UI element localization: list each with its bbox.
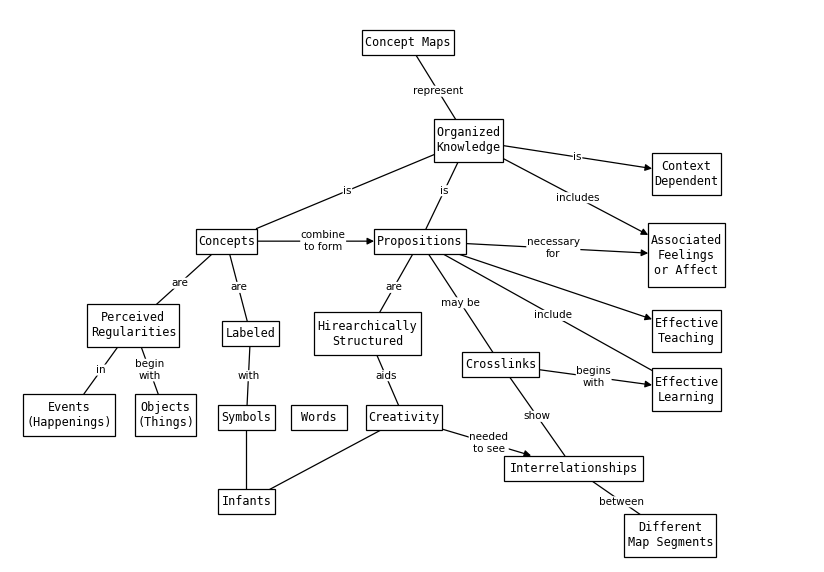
FancyBboxPatch shape [135,394,196,436]
Text: necessary
for: necessary for [527,237,580,259]
Text: begin
with: begin with [135,359,164,381]
Text: Labeled: Labeled [226,327,275,340]
FancyBboxPatch shape [625,514,716,557]
Text: begins
with: begins with [576,366,611,388]
FancyBboxPatch shape [218,405,274,430]
Text: Infants: Infants [222,495,271,509]
Text: Interrelationships: Interrelationships [509,462,638,475]
Text: Events
(Happenings): Events (Happenings) [26,401,111,429]
FancyBboxPatch shape [462,352,539,377]
Text: Organized
Knowledge: Organized Knowledge [437,126,501,154]
Text: Words: Words [302,411,337,424]
Text: includes: includes [556,193,599,202]
FancyBboxPatch shape [652,309,721,352]
Text: needed
to see: needed to see [469,432,508,454]
Text: Effective
Teaching: Effective Teaching [654,317,719,345]
Text: Concept Maps: Concept Maps [365,35,451,49]
Text: are: are [171,278,188,288]
Text: is: is [440,186,448,196]
FancyBboxPatch shape [362,30,454,55]
Text: with: with [237,371,260,381]
FancyBboxPatch shape [366,405,442,430]
FancyBboxPatch shape [222,321,279,346]
FancyBboxPatch shape [314,312,421,355]
Text: Propositions: Propositions [377,235,463,248]
Text: are: are [386,283,402,292]
Text: Associated
Feelings
or Affect: Associated Feelings or Affect [651,234,722,277]
Text: Effective
Learning: Effective Learning [654,376,719,404]
Text: aids: aids [375,371,396,381]
FancyBboxPatch shape [374,229,466,254]
Text: is: is [343,186,352,196]
Text: is: is [574,152,582,162]
Text: Different
Map Segments: Different Map Segments [628,522,713,550]
Text: Crosslinks: Crosslinks [466,358,536,371]
Text: combine
to form: combine to form [301,231,345,252]
Text: Hirearchically
Structured: Hirearchically Structured [318,320,418,348]
FancyBboxPatch shape [218,489,274,514]
Text: in: in [96,365,106,375]
Text: Symbols: Symbols [222,411,271,424]
FancyBboxPatch shape [23,394,115,436]
Text: may be: may be [441,298,480,308]
Text: represent: represent [413,86,463,96]
FancyBboxPatch shape [195,229,257,254]
Text: show: show [524,411,550,422]
FancyBboxPatch shape [652,368,721,411]
Text: Perceived
Regularities: Perceived Regularities [91,311,176,339]
FancyBboxPatch shape [504,455,643,481]
FancyBboxPatch shape [434,119,503,161]
FancyBboxPatch shape [291,405,348,430]
FancyBboxPatch shape [648,223,725,287]
Text: are: are [230,283,247,292]
Text: between: between [599,497,644,507]
Text: include: include [534,311,573,320]
FancyBboxPatch shape [87,304,180,347]
Text: Context
Dependent: Context Dependent [654,160,719,188]
Text: Concepts: Concepts [198,235,255,248]
Text: Objects
(Things): Objects (Things) [138,401,194,429]
Text: Creativity: Creativity [368,411,439,424]
FancyBboxPatch shape [652,153,721,195]
